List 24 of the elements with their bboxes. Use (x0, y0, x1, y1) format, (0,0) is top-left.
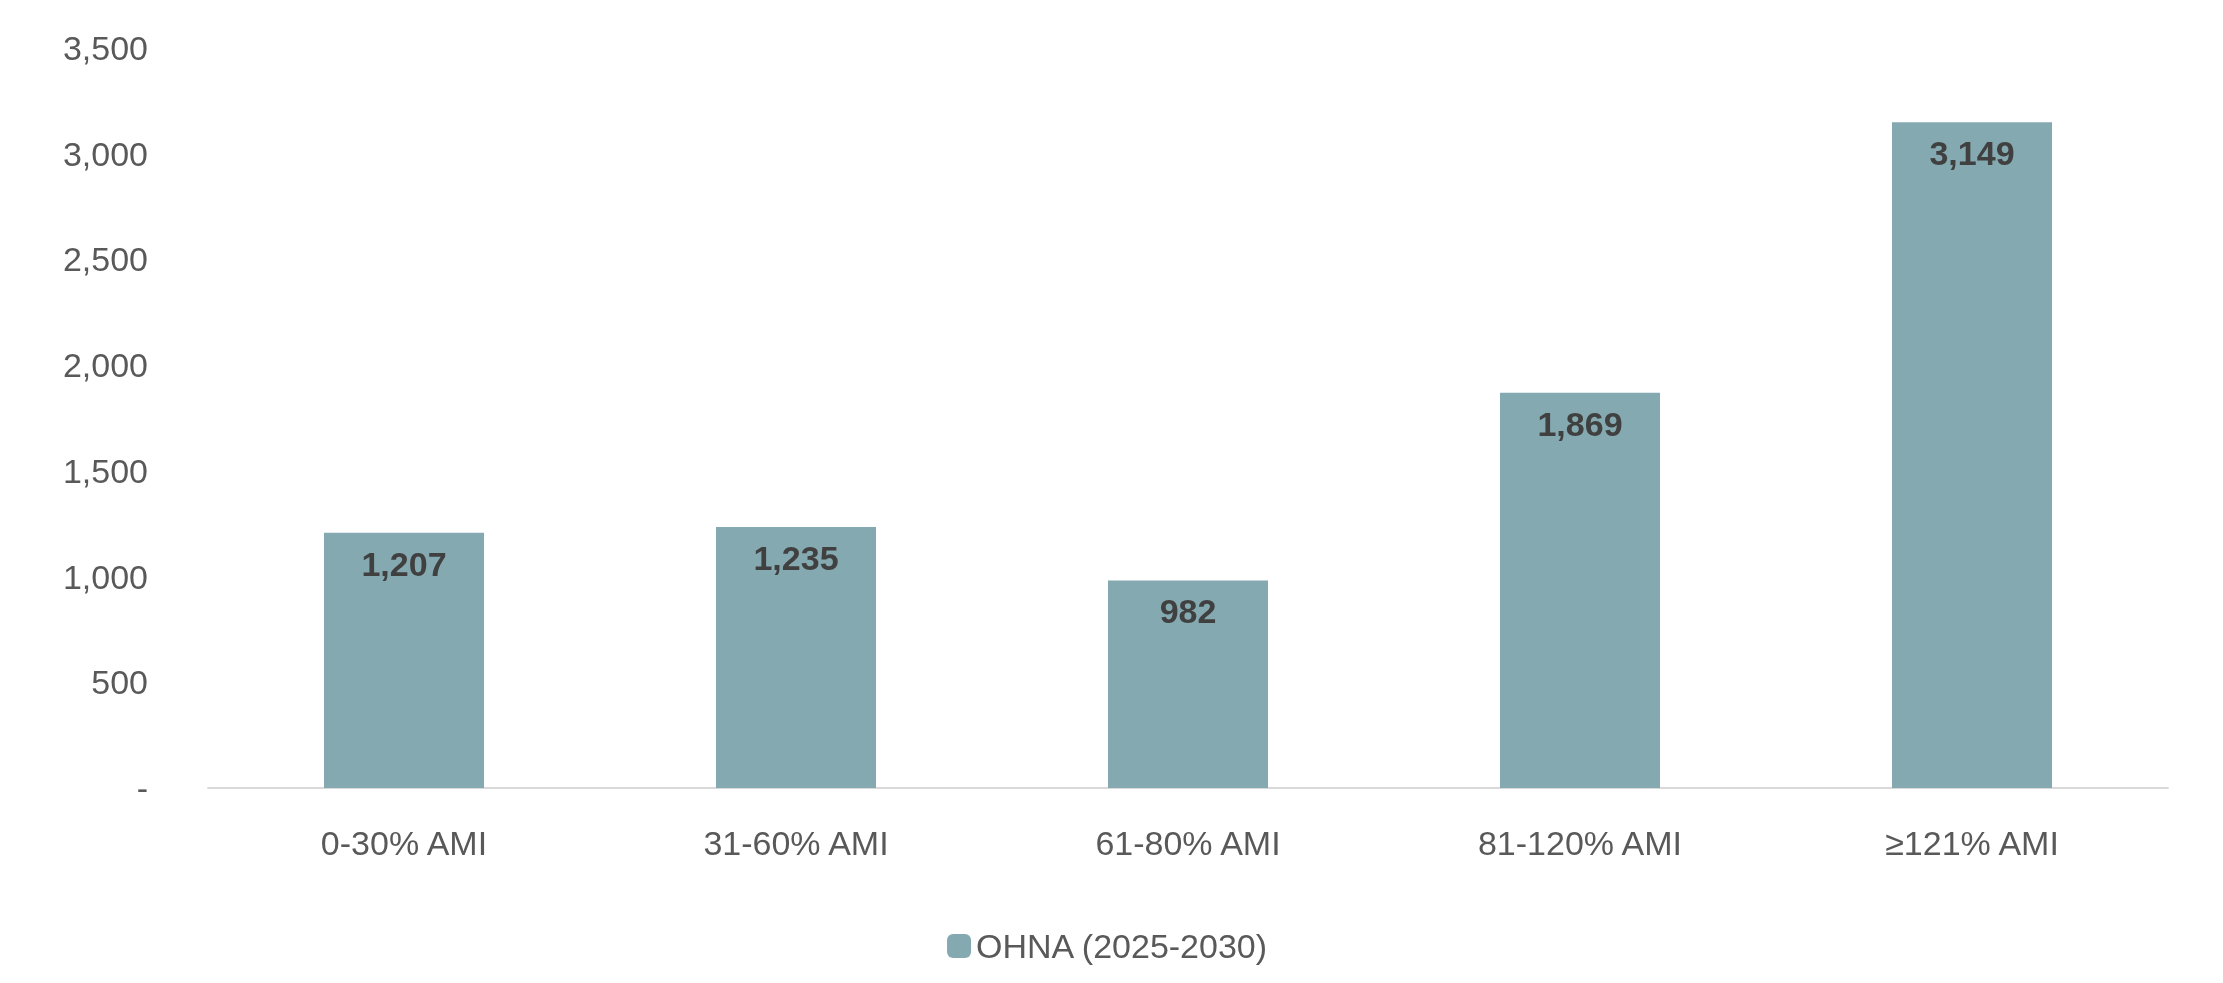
bar (716, 526, 876, 788)
y-tick-label: 3,000 (62, 134, 148, 173)
bar (1108, 580, 1268, 788)
text: 1,869 (1537, 404, 1623, 443)
x-tick-label: 0-30% AMI (320, 824, 488, 862)
y-tick-label: 3,500 (62, 29, 148, 67)
x-tick-label: 31-60% AMI (703, 824, 889, 862)
y-tick-label: - (136, 769, 148, 807)
bar (1892, 122, 2052, 788)
x-tick-label: 61-80% AMI (1095, 824, 1281, 862)
bar (1500, 392, 1660, 788)
y-tick-label: 1,500 (62, 451, 148, 490)
y-tick-label: 2,000 (62, 346, 148, 385)
y-tick-label: 500 (91, 663, 148, 702)
text: 3,149 (1929, 134, 2015, 173)
x-tick-label: 81-120% AMI (1477, 824, 1683, 862)
text: 1,235 (753, 538, 839, 577)
text: 1,207 (361, 544, 447, 583)
bar (324, 532, 484, 788)
y-tick-label: 1,000 (62, 557, 148, 596)
x-tick-label: ≥121% AMI (1885, 824, 2059, 862)
legend-label: OHNA (2025-2030) (976, 927, 1268, 965)
y-tick-label: 2,500 (62, 240, 148, 279)
text: 982 (1159, 592, 1217, 631)
